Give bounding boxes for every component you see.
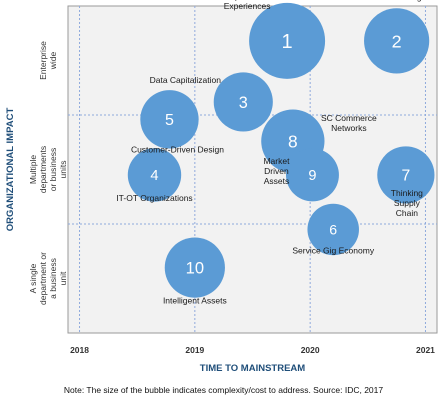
bubble-label-line: Embedded Intelligence: [353, 0, 440, 2]
bubble-1: [249, 2, 326, 79]
bubble-label-line: Intelligent Assets: [163, 296, 227, 306]
bubble-label-line: Chain: [396, 208, 418, 218]
bubble-label-line: Market: [263, 156, 290, 166]
y-band-label-line: Multiple: [28, 155, 38, 185]
y-band-label-line: Enterprise: [38, 41, 48, 80]
bubble-label-line: Ecosystems and: [216, 0, 279, 1]
bubble-number: 3: [239, 94, 248, 112]
bubble-number: 7: [401, 168, 410, 185]
bubble-number: 10: [186, 259, 204, 278]
bubble-label-line: Thinking: [391, 188, 423, 198]
x-tick-label: 2019: [185, 345, 204, 355]
bubble-number: 5: [165, 111, 174, 129]
bubble-6: [307, 203, 359, 256]
y-band-label-line: or business: [48, 148, 58, 191]
bubble-label-line: Driven: [264, 166, 289, 176]
bubble-label: IT-OT Organizations: [116, 193, 192, 203]
bubble-label-line: Customer-Driven Design: [131, 144, 224, 154]
bubble-label-line: Networks: [331, 123, 366, 133]
x-tick-label: 2021: [416, 345, 435, 355]
bubble-number: 9: [308, 168, 316, 184]
bubble-chart: 2018 2019 2020 2021 TIME TO MAINSTREAM ORGANI…: [5, 0, 440, 374]
chart-note: Note: The size of the bubble indicates c…: [63, 385, 384, 395]
bubble-7: [377, 146, 435, 204]
y-band-label-line: department or: [38, 252, 48, 305]
bubble-label-line: Data Capitalization: [150, 75, 222, 85]
x-tick-label: 2018: [70, 345, 89, 355]
bubble-label: Customer-Driven Design: [131, 144, 224, 154]
bubble-label: SC Commerce Networks: [321, 113, 377, 133]
bubble-number: 4: [150, 168, 158, 184]
bubble-label: Data Capitalization: [150, 75, 222, 85]
y-band-label-line: a business: [48, 258, 58, 299]
bubble-10: [164, 237, 225, 298]
bubble-label-line: Service Gig Economy: [292, 245, 374, 255]
y-band-label-line: unit: [58, 271, 68, 285]
bubble-label-line: Assets: [264, 176, 290, 186]
y-band-label-line: A single: [28, 263, 38, 293]
y-band-label-line: wide: [48, 51, 58, 70]
bubble-number: 6: [329, 223, 337, 239]
bubble-number: 8: [288, 131, 298, 151]
y-band-label: Multipledepartmentsor businessunits: [28, 146, 68, 193]
bubble-number: 2: [392, 31, 402, 51]
bubble-number: 1: [282, 31, 293, 53]
bubble-9: [285, 148, 339, 202]
bubble-4: [127, 148, 182, 202]
x-tick-label: 2020: [301, 345, 320, 355]
y-axis-title: ORGANIZATIONAL IMPACT: [5, 108, 16, 232]
bubble-label: Intelligent Assets: [163, 296, 227, 306]
x-axis-title: TIME TO MAINSTREAM: [200, 363, 305, 374]
bubble-label: Service Gig Economy: [292, 245, 374, 255]
bubble-label-line: SC Commerce: [321, 113, 377, 123]
bubble-2: [364, 8, 430, 74]
bubble-label-line: Supply: [394, 198, 421, 208]
y-band-label-line: departments: [38, 146, 48, 193]
bubble-label: Embedded Intelligence: [353, 0, 440, 2]
bubble-label-line: IT-OT Organizations: [116, 193, 192, 203]
bubble-label: Thinking Supply Chain: [391, 188, 423, 218]
bubble-5: [140, 90, 199, 149]
bubble-label: Ecosystems andExperiences: [216, 0, 279, 11]
y-band-label: Enterprisewide: [38, 41, 58, 80]
bubble-label-line: Experiences: [224, 1, 271, 11]
y-band-label: A singledepartment ora businessunit: [28, 252, 68, 305]
bubble-label: Market Driven Assets: [263, 156, 290, 186]
bubble-3: [213, 72, 273, 132]
y-band-label-line: units: [58, 161, 68, 179]
